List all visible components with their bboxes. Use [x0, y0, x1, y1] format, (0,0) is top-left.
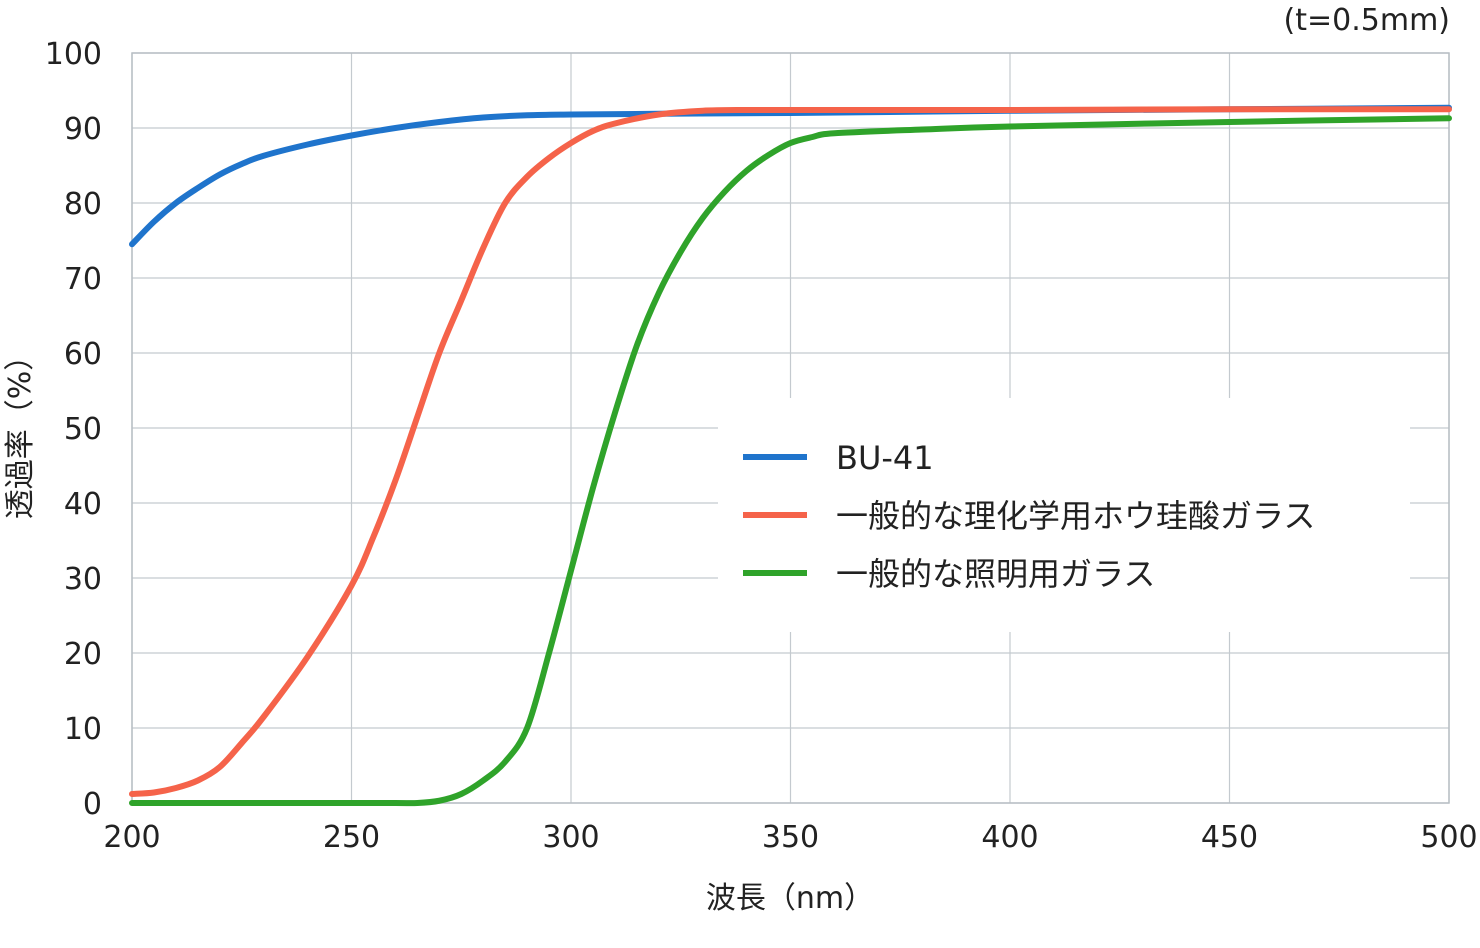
- x-tick-label: 300: [542, 820, 599, 855]
- y-tick-label: 60: [64, 337, 102, 372]
- x-tick-label: 350: [762, 820, 819, 855]
- legend-box: [718, 398, 1410, 632]
- y-tick-label: 100: [45, 37, 102, 72]
- y-axis-ticks: 0 10 20 30 40 50 60 70 80 90 100: [45, 37, 102, 822]
- legend-label-0: BU-41: [836, 439, 934, 477]
- note-thickness: (t=0.5mm): [1284, 3, 1450, 38]
- y-tick-label: 90: [64, 112, 102, 147]
- y-axis-label: 透過率（%）: [3, 341, 38, 520]
- series-line-2: [129, 115, 1452, 807]
- x-tick-label: 200: [103, 820, 160, 855]
- series-lines: [129, 104, 1452, 807]
- y-tick-label: 0: [83, 787, 102, 822]
- x-axis-label: 波長（nm）: [706, 881, 874, 916]
- y-tick-label: 30: [64, 562, 102, 597]
- y-tick-label: 80: [64, 187, 102, 222]
- y-tick-label: 10: [64, 712, 102, 747]
- plot-frame: [131, 52, 1450, 804]
- y-tick-label: 50: [64, 412, 102, 447]
- y-tick-label: 20: [64, 637, 102, 672]
- legend-label-1: 一般的な理化学用ホウ珪酸ガラス: [836, 497, 1315, 535]
- series-line-1: [129, 106, 1452, 797]
- x-tick-label: 400: [981, 820, 1038, 855]
- x-tick-label: 450: [1201, 820, 1258, 855]
- y-tick-label: 40: [64, 487, 102, 522]
- x-tick-label: 250: [323, 820, 380, 855]
- y-tick-label: 70: [64, 262, 102, 297]
- legend-label-2: 一般的な照明用ガラス: [836, 555, 1155, 593]
- x-axis-ticks: 200 250 300 350 400 450 500: [103, 820, 1477, 855]
- x-tick-label: 500: [1420, 820, 1477, 855]
